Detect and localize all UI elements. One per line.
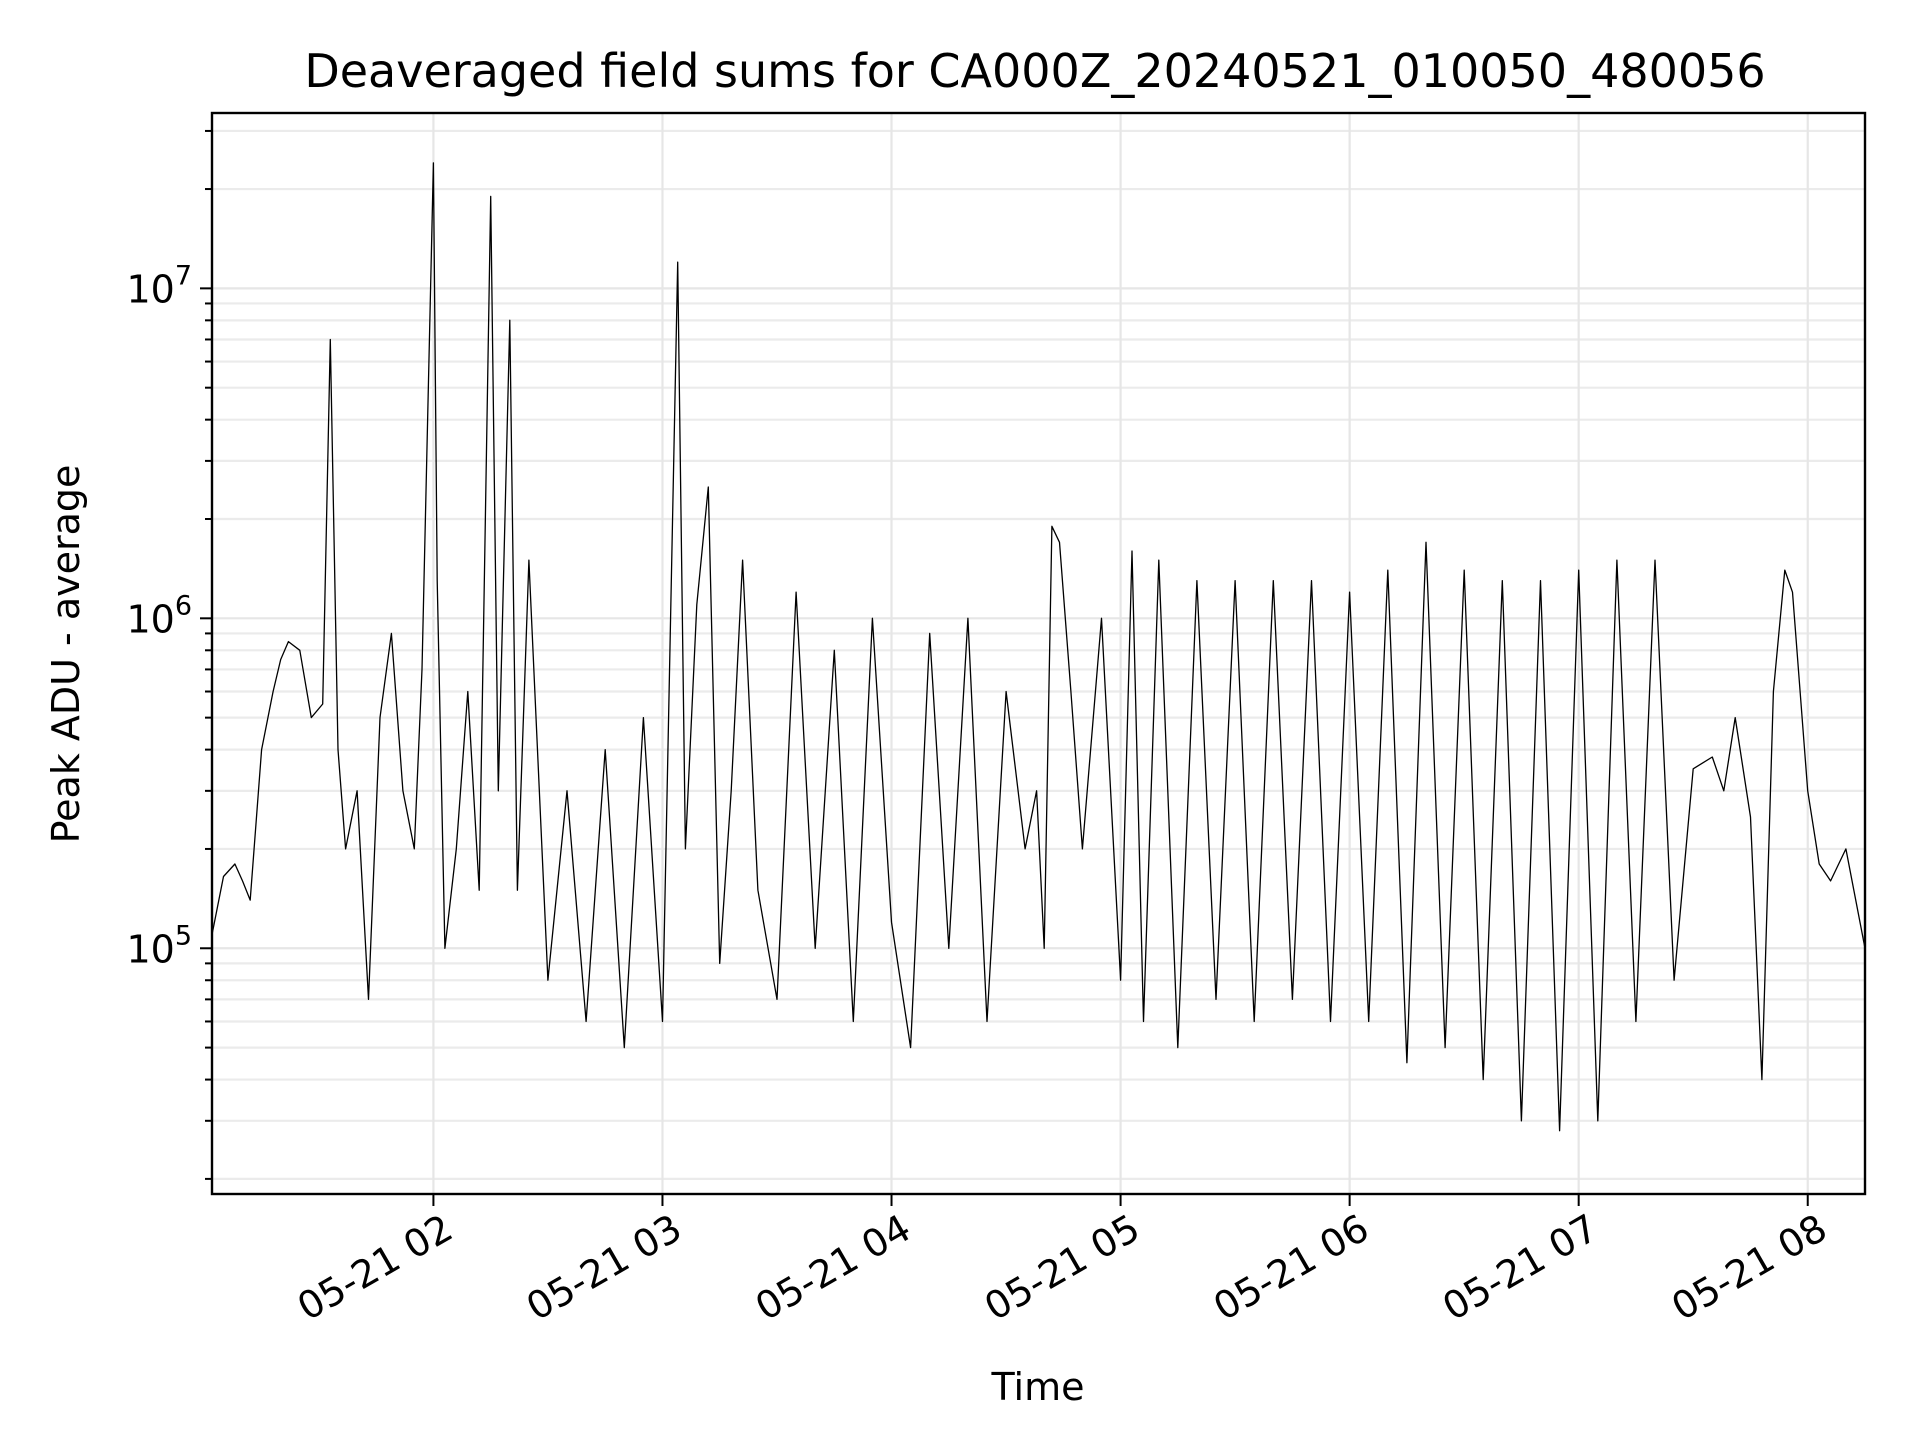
grid — [212, 113, 1865, 1194]
plot-frame — [210, 111, 1867, 1196]
chart-title: Deaveraged field sums for CA000Z_2024052… — [304, 44, 1765, 98]
x-axis-label: Time — [991, 1365, 1085, 1409]
series-group — [211, 162, 1866, 1132]
series-line — [211, 162, 1866, 1132]
y-tick-label: 105 — [126, 920, 192, 971]
y-tick-label: 106 — [126, 590, 192, 641]
y-axis-label: Peak ADU - average — [44, 465, 88, 844]
y-tick-label: 107 — [126, 260, 192, 311]
